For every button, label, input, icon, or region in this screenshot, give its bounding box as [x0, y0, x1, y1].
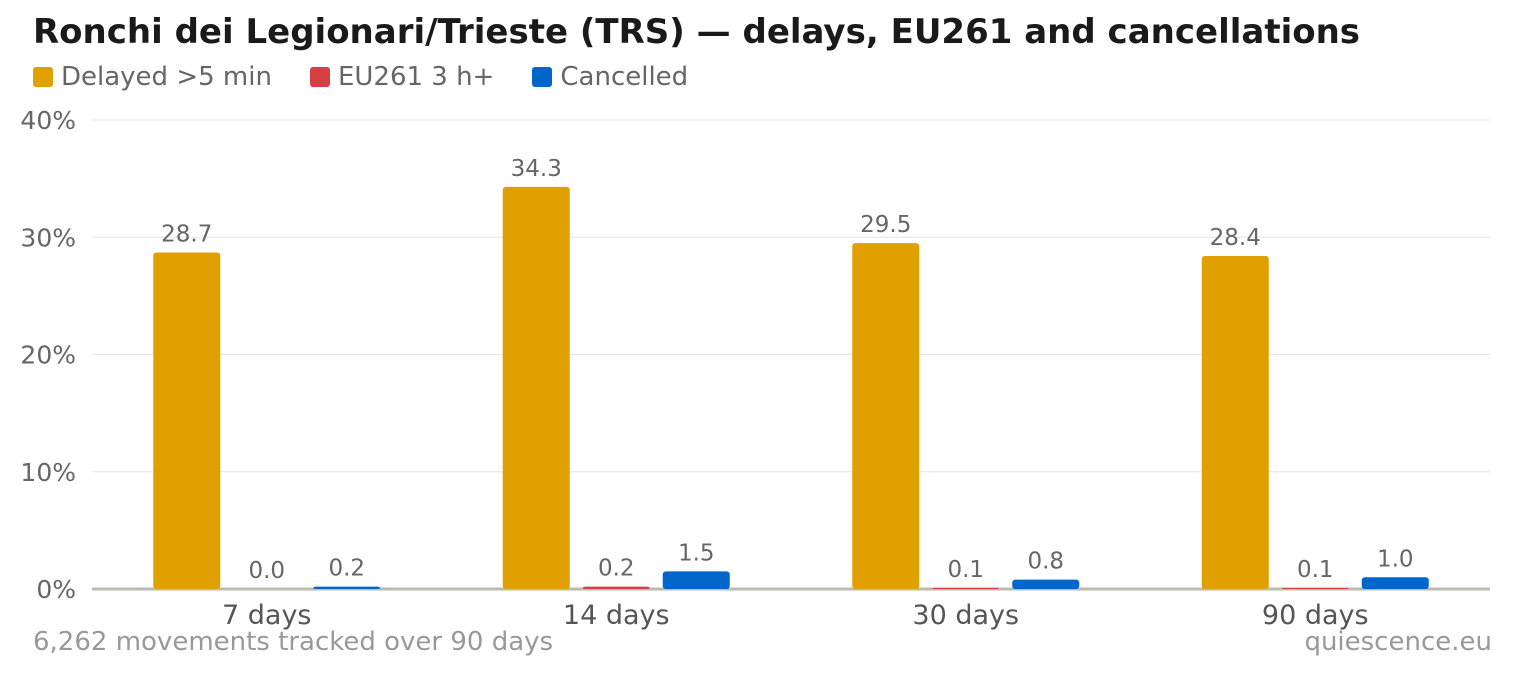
bar [932, 587, 1000, 589]
y-tick-label: 10% [20, 458, 76, 487]
legend-swatch-delayed [33, 67, 53, 87]
legend-label-delayed: Delayed >5 min [61, 62, 272, 92]
data-label: 0.0 [248, 558, 285, 584]
legend-label-eu261: EU261 3 h+ [337, 62, 495, 92]
data-label: 34.3 [511, 156, 562, 182]
data-label: 0.1 [1297, 557, 1334, 583]
data-label: 0.8 [1027, 549, 1064, 575]
bar [662, 571, 730, 589]
data-label: 0.1 [947, 557, 984, 583]
x-tick-label: 30 days [912, 600, 1019, 631]
bar [502, 186, 570, 589]
y-tick-label: 0% [36, 575, 76, 604]
bar [1201, 256, 1269, 589]
bar [582, 586, 650, 589]
legend-swatch-cancelled [532, 67, 553, 87]
bar [313, 586, 381, 589]
legend-swatch-eu261 [309, 67, 330, 87]
data-label: 28.7 [161, 221, 212, 247]
data-label: 1.0 [1377, 546, 1414, 572]
bar [153, 252, 221, 589]
y-tick-label: 40% [20, 106, 76, 135]
bar [1012, 579, 1080, 589]
legend-label-cancelled: Cancelled [560, 62, 689, 92]
x-tick-label: 7 days [222, 600, 312, 631]
x-tick-label: 90 days [1262, 600, 1369, 631]
footer-source: quiescence.eu [1304, 627, 1492, 657]
data-label: 1.5 [678, 540, 715, 566]
y-tick-label: 30% [20, 223, 76, 252]
data-label: 0.2 [598, 556, 635, 582]
bar [1281, 587, 1349, 589]
bar [1361, 577, 1429, 589]
data-label: 28.4 [1210, 225, 1261, 251]
data-label: 29.5 [860, 212, 911, 238]
bar [852, 243, 920, 590]
chart-title: Ronchi dei Legionari/Trieste (TRS) — del… [33, 12, 1361, 52]
footer-note: 6,262 movements tracked over 90 days [33, 627, 554, 657]
x-tick-label: 14 days [563, 600, 670, 631]
legend-item-eu261: EU261 3 h+ [309, 62, 495, 92]
legend-item-cancelled: Cancelled [532, 62, 688, 92]
y-tick-label: 20% [20, 341, 76, 370]
legend: Delayed >5 min EU261 3 h+ Cancelled [33, 62, 688, 92]
legend-item-delayed: Delayed >5 min [33, 62, 272, 92]
data-label: 0.2 [328, 556, 365, 582]
